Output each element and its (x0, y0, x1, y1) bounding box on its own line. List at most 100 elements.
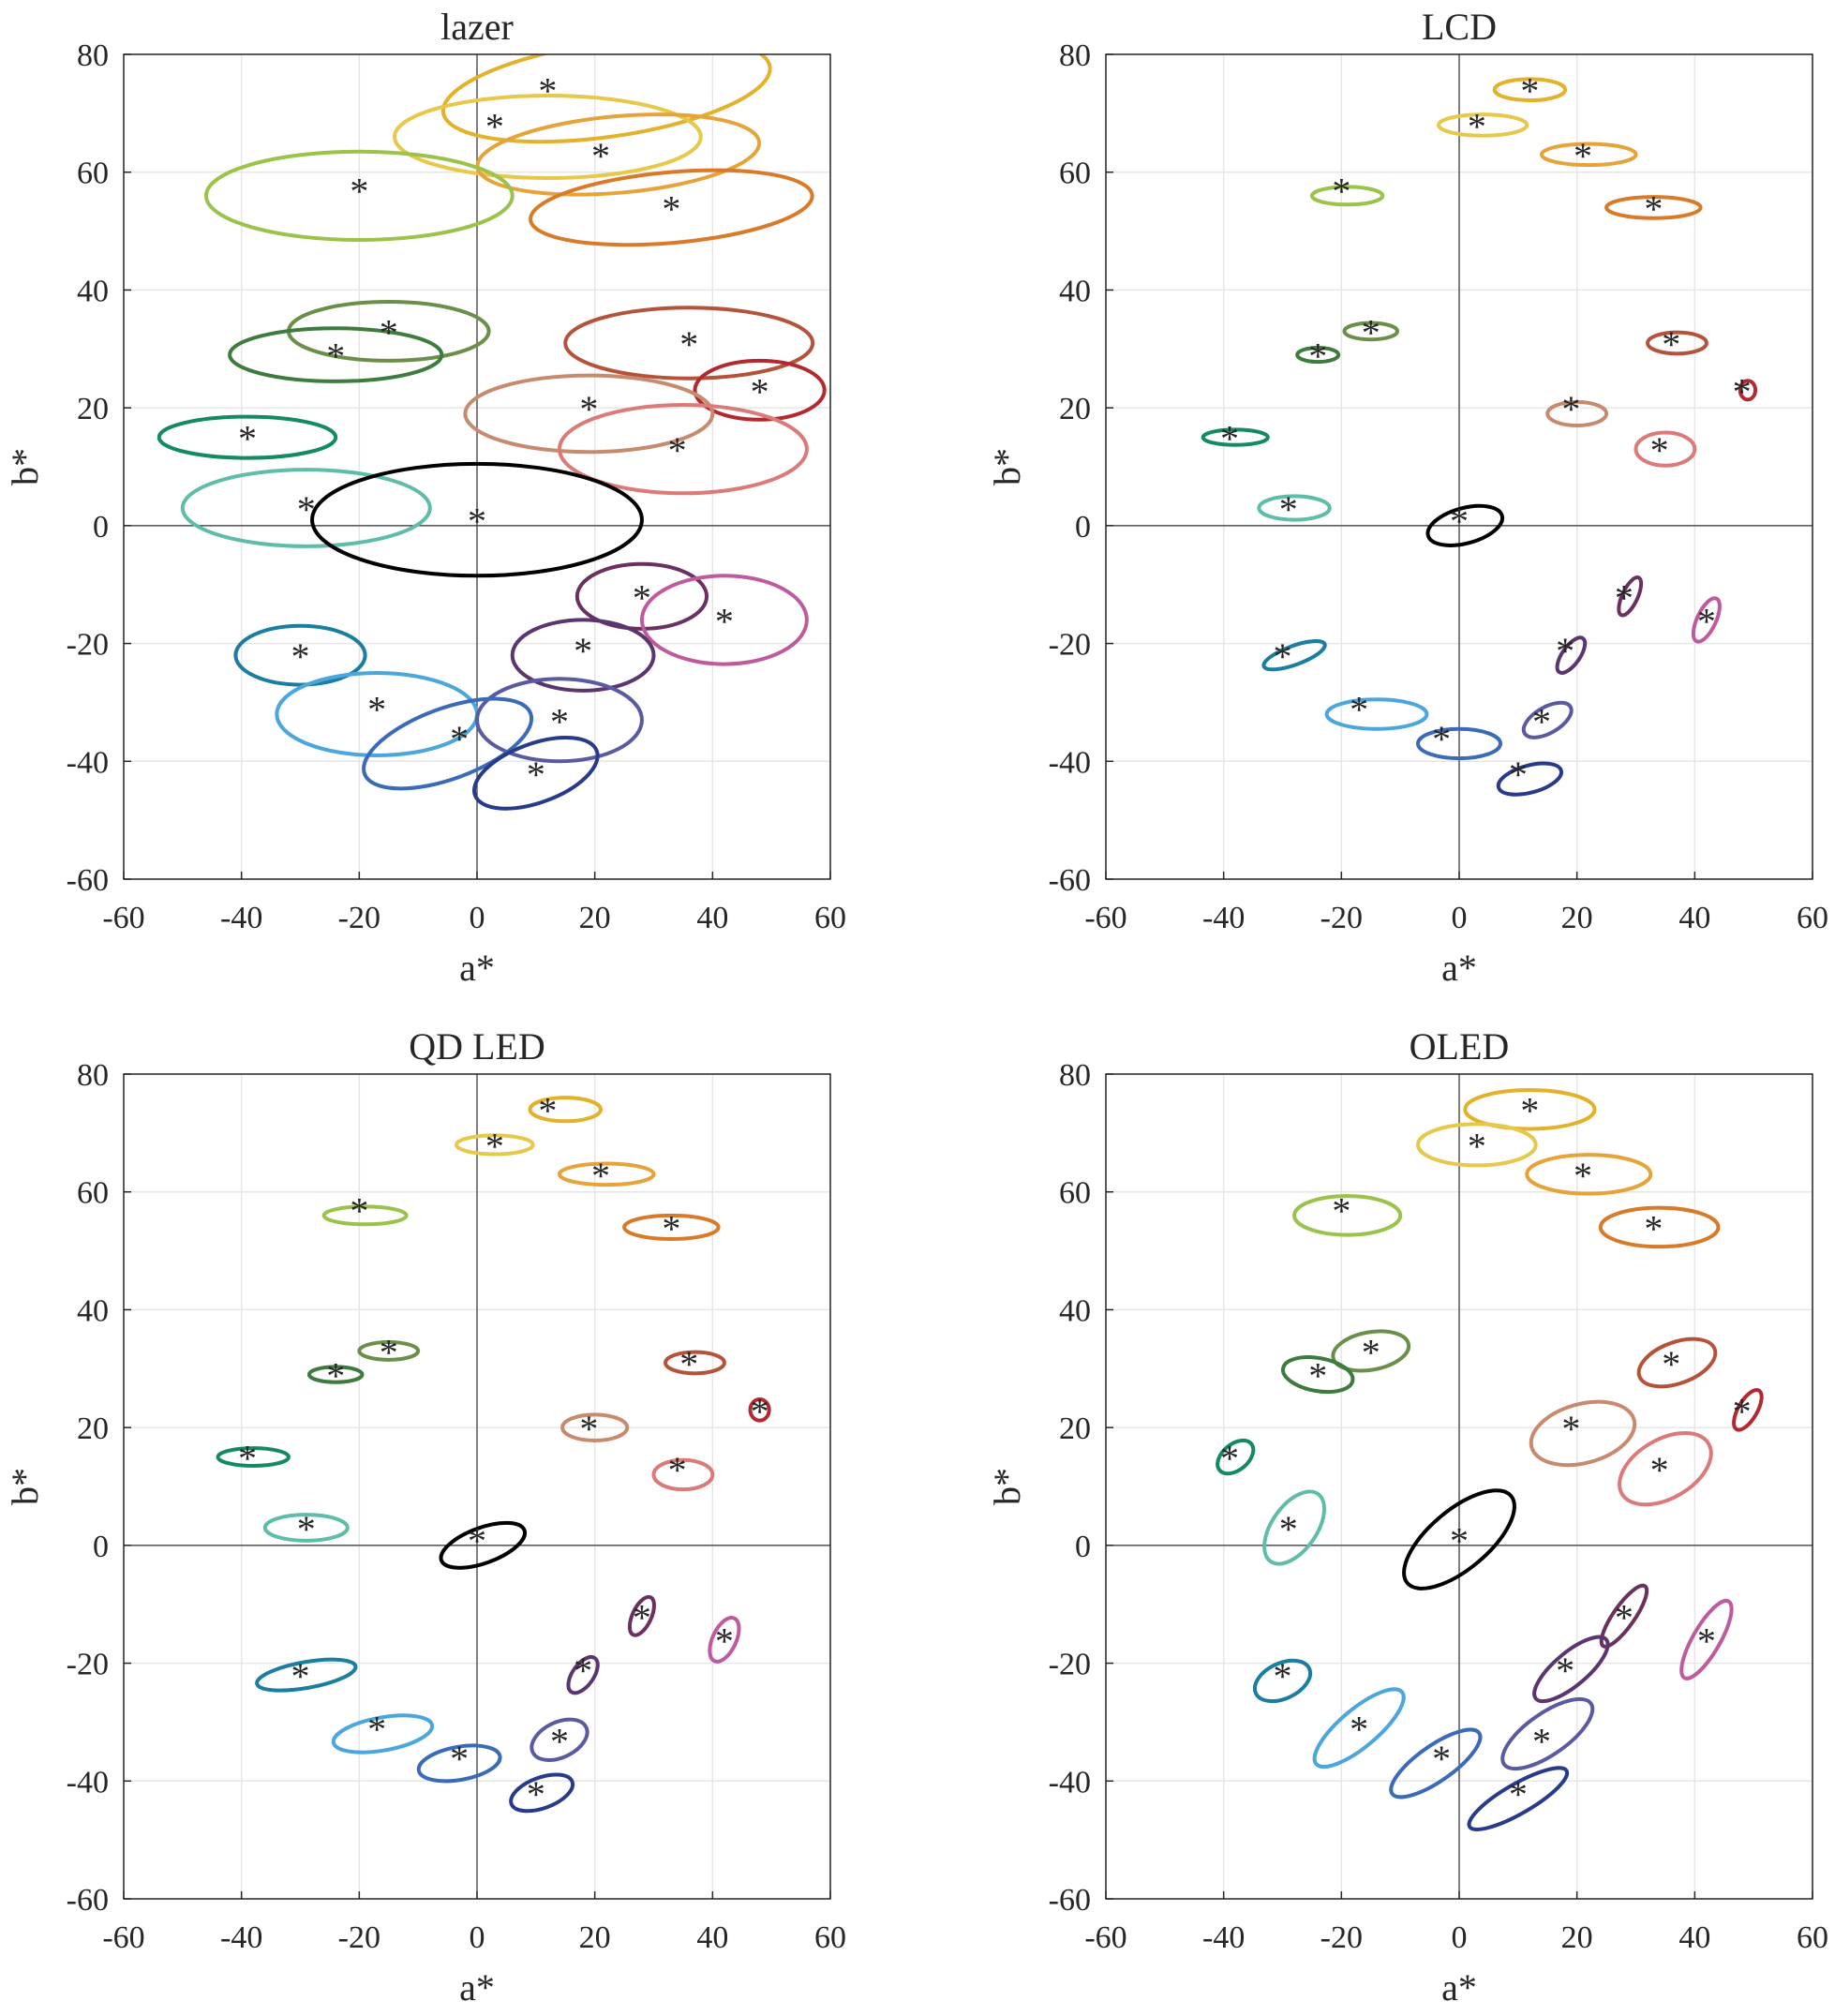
x-tick-label: -40 (220, 1920, 262, 1955)
confidence-ellipse (1389, 1727, 1483, 1799)
ellipse-group (216, 1096, 771, 1814)
confidence-ellipse (233, 623, 367, 687)
x-axis-label: a* (1441, 947, 1477, 989)
confidence-ellipse (651, 1457, 715, 1492)
confidence-ellipse (357, 1340, 421, 1362)
data-point-marker: * (668, 1449, 687, 1491)
confidence-ellipse (1539, 142, 1638, 168)
data-point-marker: * (380, 1331, 398, 1373)
y-tick-label: 40 (77, 274, 109, 308)
y-tick-label: -20 (67, 628, 109, 663)
x-tick-label: -20 (1320, 901, 1363, 935)
y-axis-label: b* (4, 1468, 46, 1505)
chart-panel-3: ******* ****** ****** ***-60 -40 -20 0 20 40 60-6… (4, 1025, 846, 2009)
data-point-marker: * (1279, 488, 1298, 530)
confidence-ellipse (529, 168, 814, 247)
confidence-ellipse (255, 1657, 358, 1693)
y-tick-label: 20 (77, 1411, 109, 1446)
y-tick-label: -20 (1049, 1648, 1091, 1682)
data-point-marker: * (1697, 600, 1716, 642)
data-point-marker: * (633, 576, 651, 619)
y-tick-label: -20 (1049, 628, 1091, 663)
data-point-marker: * (1662, 1343, 1680, 1385)
y-tick-label: 40 (1059, 1293, 1091, 1328)
data-point-marker: * (538, 70, 557, 112)
confidence-ellipse (1598, 1205, 1721, 1249)
data-point-marker: * (1615, 1596, 1634, 1638)
x-tick-label: -40 (1202, 1920, 1245, 1955)
data-point-marker: * (579, 1408, 598, 1450)
x-tick-label: 60 (1797, 901, 1828, 935)
y-axis-label: b* (4, 448, 46, 485)
confidence-ellipse (1216, 1438, 1256, 1476)
data-point-marker: * (1350, 1709, 1368, 1751)
data-point-marker: * (527, 754, 545, 796)
confidence-ellipse (693, 358, 827, 422)
y-tick-label: 80 (1059, 38, 1091, 73)
confidence-ellipse (748, 1396, 771, 1423)
confidence-ellipse (1425, 503, 1505, 547)
confidence-ellipse (1463, 1087, 1597, 1131)
data-point-marker: * (679, 323, 698, 366)
x-tick-label: 60 (814, 1920, 846, 1955)
confidence-ellipse (1342, 321, 1400, 342)
y-tick-label: 60 (77, 1176, 109, 1211)
data-point-marker: * (350, 1190, 368, 1232)
data-point-marker: * (1332, 1190, 1350, 1232)
confidence-ellipse (566, 1654, 600, 1695)
confidence-ellipse (1617, 575, 1644, 618)
data-point-marker: * (1574, 1155, 1592, 1197)
data-point-marker: * (450, 1738, 469, 1780)
confidence-ellipse (1555, 635, 1588, 675)
chart-panel-2: ******* ****** ****** ***-60 -40 -20 0 20 40 60-6… (986, 6, 1828, 989)
data-point-marker: * (1350, 689, 1368, 731)
data-point-marker: * (1468, 105, 1486, 147)
data-point-marker: * (662, 187, 680, 230)
x-tick-label: -20 (338, 901, 380, 935)
data-point-marker: * (1432, 1738, 1451, 1780)
confidence-ellipse (416, 1743, 502, 1784)
confidence-ellipse (1257, 494, 1332, 522)
confidence-ellipse (362, 696, 534, 791)
chart-panel-4: ******* ****** ****** ***-60 -40 -20 0 20 40 60-6… (986, 1025, 1828, 2009)
data-point-marker: * (1274, 635, 1292, 678)
confidence-ellipse (708, 1616, 741, 1664)
confidence-ellipse (157, 414, 338, 460)
data-point-marker: * (538, 1090, 557, 1132)
x-axis-label: a* (1441, 1966, 1477, 2009)
x-tick-label: 40 (696, 901, 728, 935)
y-tick-label: -40 (1049, 745, 1091, 780)
confidence-ellipse (1309, 185, 1385, 207)
confidence-ellipse (1262, 1489, 1326, 1566)
confidence-ellipse (622, 1213, 721, 1242)
confidence-ellipse (310, 461, 644, 578)
x-tick-label: 60 (814, 901, 846, 935)
confidence-ellipse (528, 1096, 603, 1124)
chart-title: lazer (440, 6, 514, 48)
ellipse-group (1201, 77, 1758, 797)
y-tick-label: 0 (1075, 510, 1091, 545)
x-tick-label: -60 (102, 901, 144, 935)
data-point-marker: * (1650, 429, 1669, 471)
data-point-marker: * (1532, 1720, 1551, 1762)
y-tick-label: -40 (67, 745, 109, 780)
confidence-ellipse (560, 1412, 630, 1442)
data-point-marker: * (579, 388, 598, 430)
data-point-marker: * (1362, 311, 1380, 353)
data-point-marker: * (1220, 418, 1239, 460)
confidence-ellipse (203, 149, 515, 243)
confidence-ellipse (1545, 399, 1609, 427)
data-point-marker: * (1520, 70, 1539, 112)
data-point-marker: * (591, 1155, 610, 1197)
y-tick-label: 20 (77, 392, 109, 426)
confidence-ellipse (1280, 1355, 1355, 1395)
data-point-marker: * (1644, 187, 1663, 230)
confidence-ellipse (331, 1713, 435, 1755)
x-tick-label: -20 (1320, 1920, 1363, 1955)
confidence-ellipse (1636, 1337, 1718, 1389)
x-tick-label: -60 (1084, 901, 1126, 935)
confidence-ellipse (627, 1594, 656, 1637)
confidence-ellipse (557, 1161, 656, 1187)
y-tick-label: 80 (77, 1058, 109, 1093)
